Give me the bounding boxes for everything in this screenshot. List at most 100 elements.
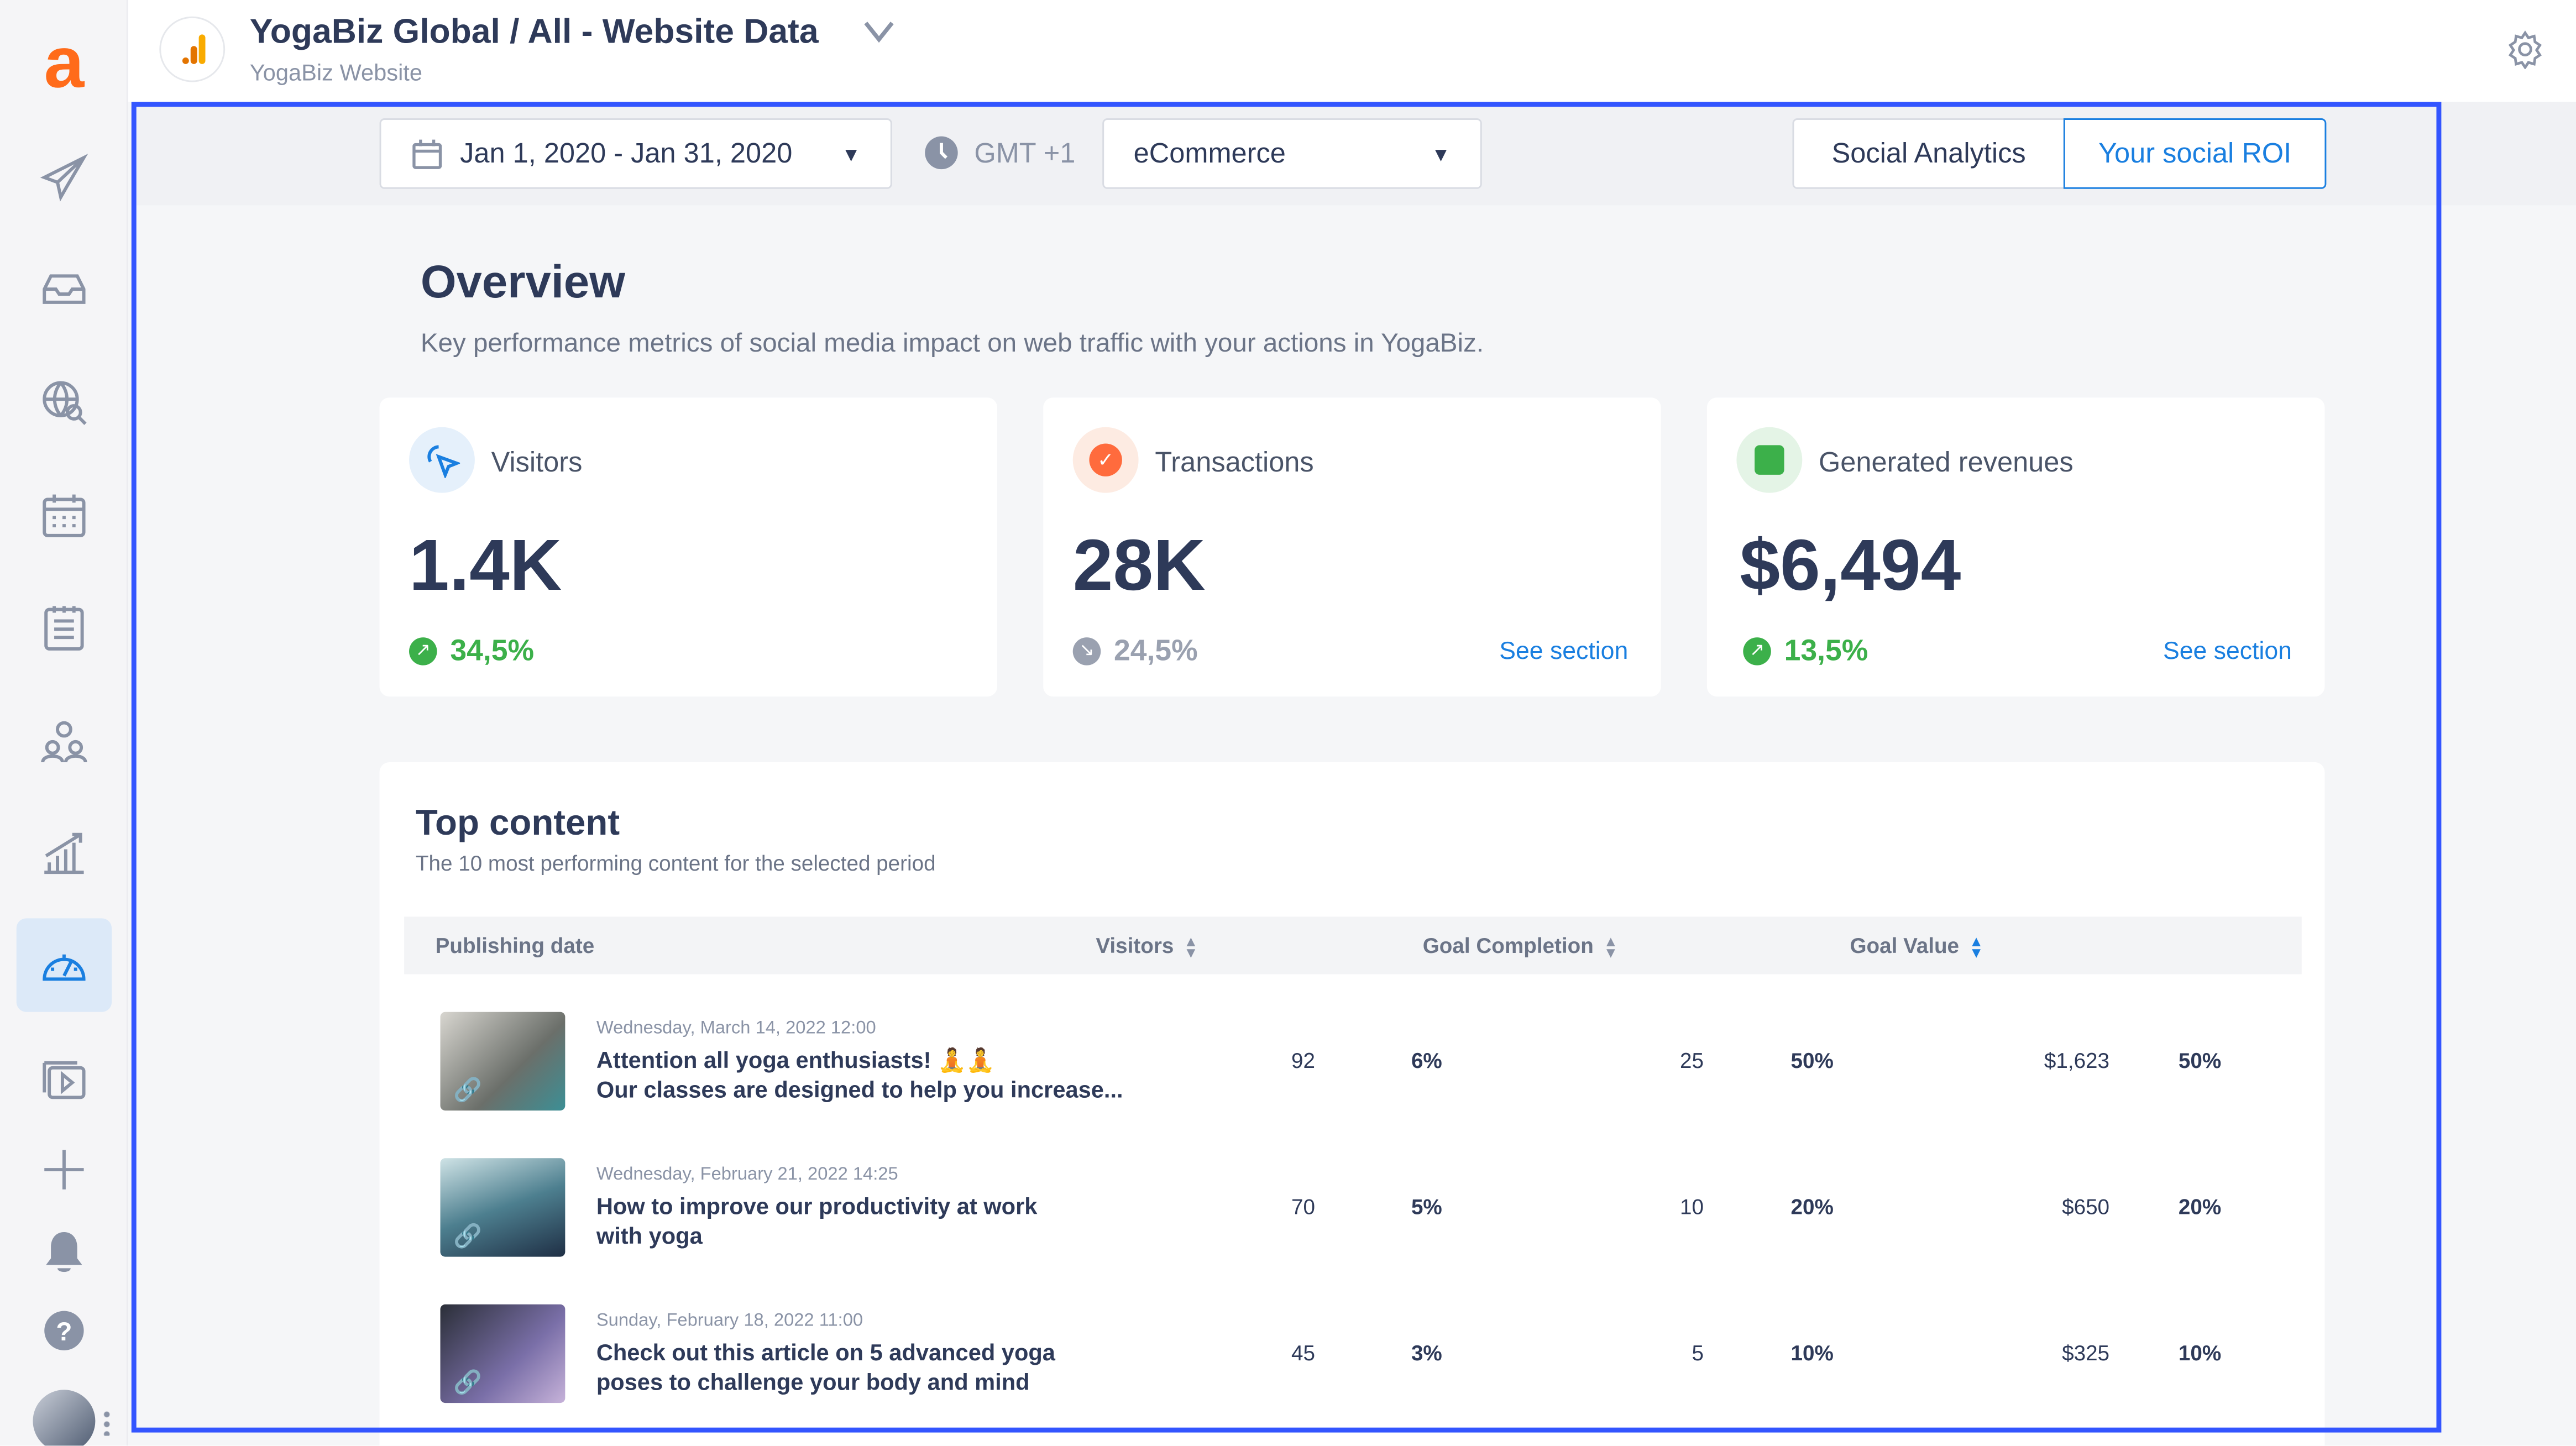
overview-title: Overview	[420, 256, 625, 307]
row-visitors-pct: 5%	[1411, 1194, 1442, 1219]
tab-label: Social Analytics	[1831, 137, 2026, 169]
date-range-picker[interactable]: Jan 1, 2020 - Jan 31, 2020 ▼	[379, 118, 892, 189]
top-header: YogaBiz Global / All - Website Data Yoga…	[128, 0, 2576, 102]
row-value-pct: 10%	[2178, 1340, 2222, 1365]
content-thumbnail[interactable]: 🔗	[440, 1012, 566, 1111]
sort-icon[interactable]: ▲ ▼	[1603, 932, 1619, 961]
trend-down-icon: ↘	[1072, 637, 1101, 666]
row-goal-pct: 10%	[1790, 1340, 1834, 1365]
see-section-link[interactable]: See section	[1499, 637, 1629, 666]
app-logo[interactable]: a	[44, 23, 85, 104]
row-goal: 10	[1679, 1194, 1704, 1219]
row-visitors: 70	[1291, 1194, 1315, 1219]
content-thumbnail[interactable]: 🔗	[440, 1158, 566, 1257]
row-title-line2[interactable]: with yoga	[596, 1222, 703, 1249]
sort-icon[interactable]: ▲ ▼	[1184, 932, 1198, 961]
card-value: $6,494	[1740, 526, 1961, 606]
wallet-icon	[1736, 427, 1803, 493]
plus-icon[interactable]	[31, 1137, 97, 1203]
sidebar-item-roi-active[interactable]	[16, 918, 112, 1012]
google-analytics-logo	[159, 16, 226, 82]
visitors-card: Visitors 1.4K ↗ 34,5%	[379, 397, 998, 697]
calendar-icon[interactable]	[31, 483, 97, 549]
card-label: Transactions	[1155, 447, 1314, 478]
revenues-card: Generated revenues $6,494 ↗ 13,5% See se…	[1706, 397, 2325, 697]
column-label: Visitors	[1096, 933, 1174, 958]
row-title-line2[interactable]: Our classes are designed to help you inc…	[596, 1076, 1123, 1103]
column-publishing-date: Publishing date	[435, 933, 595, 958]
card-change: 24,5%	[1114, 634, 1198, 667]
row-goal: 5	[1692, 1340, 1704, 1365]
notes-icon[interactable]	[31, 595, 97, 661]
row-visitors-pct: 3%	[1411, 1340, 1442, 1365]
more-icon[interactable]	[103, 1409, 111, 1436]
cursor-click-icon	[409, 427, 475, 493]
check-circle-icon: ✓	[1072, 427, 1139, 493]
inbox-icon[interactable]	[31, 256, 97, 322]
bell-icon[interactable]	[31, 1219, 97, 1285]
timezone-label: GMT +1	[974, 138, 1076, 170]
row-value: $650	[2062, 1194, 2110, 1219]
content-thumbnail[interactable]: 🔗	[440, 1304, 566, 1403]
globe-search-icon[interactable]	[31, 370, 97, 436]
dropdown-arrow-icon: ▼	[1431, 142, 1451, 165]
dropdown-arrow-icon: ▼	[841, 142, 861, 165]
date-range-value: Jan 1, 2020 - Jan 31, 2020	[460, 137, 793, 169]
trend-up-icon: ↗	[409, 637, 437, 666]
row-date: Wednesday, February 21, 2022 14:25	[596, 1165, 898, 1185]
row-goal-pct: 50%	[1790, 1048, 1834, 1073]
column-goal-value[interactable]: Goal Value ▲ ▼	[1850, 932, 1984, 961]
clock-icon	[925, 136, 958, 170]
card-label: Visitors	[491, 447, 583, 478]
row-value: $325	[2062, 1340, 2110, 1365]
sort-icon[interactable]: ▲ ▼	[1968, 932, 1984, 961]
column-goal-completion[interactable]: Goal Completion ▲ ▼	[1422, 932, 1619, 961]
row-title-line1[interactable]: Attention all yoga enthusiasts! 🧘🧘	[596, 1046, 995, 1073]
page-subtitle: YogaBiz Website	[249, 59, 423, 86]
view-select[interactable]: eCommerce ▼	[1102, 118, 1482, 189]
team-icon[interactable]	[31, 708, 97, 774]
row-date: Sunday, February 18, 2022 11:00	[596, 1311, 863, 1331]
link-icon: 🔗	[453, 1076, 483, 1103]
column-label: Goal Completion	[1422, 933, 1594, 958]
chevron-down-icon[interactable]	[861, 13, 897, 49]
page-title[interactable]: YogaBiz Global / All - Website Data	[249, 13, 819, 51]
row-title-line2[interactable]: poses to challenge your body and mind	[596, 1368, 1030, 1395]
link-icon: 🔗	[453, 1368, 483, 1395]
gear-icon[interactable]	[2505, 29, 2544, 70]
row-goal: 25	[1679, 1048, 1704, 1073]
avatar[interactable]	[33, 1390, 96, 1446]
calendar-icon	[412, 139, 442, 169]
send-icon[interactable]	[31, 145, 97, 211]
top-content-subtitle: The 10 most performing content for the s…	[415, 851, 936, 876]
link-icon: 🔗	[453, 1222, 483, 1249]
top-content-card	[379, 762, 2325, 1446]
card-change: 34,5%	[450, 634, 535, 667]
row-title-line1[interactable]: How to improve our productivity at work	[596, 1192, 1038, 1219]
sidebar: a ?	[0, 0, 128, 1446]
row-value-pct: 50%	[2178, 1048, 2222, 1073]
row-value: $1,623	[2044, 1048, 2110, 1073]
row-goal-pct: 20%	[1790, 1194, 1834, 1219]
card-change: 13,5%	[1784, 634, 1868, 667]
top-content-title: Top content	[415, 801, 620, 843]
analytics-icon[interactable]	[31, 820, 97, 886]
column-visitors[interactable]: Visitors ▲ ▼	[1096, 932, 1198, 961]
column-label: Goal Value	[1850, 933, 1960, 958]
card-value: 1.4K	[409, 526, 562, 606]
media-library-icon[interactable]	[31, 1046, 97, 1112]
tab-label: Your social ROI	[2098, 137, 2292, 169]
card-value: 28K	[1072, 526, 1206, 606]
view-select-value: eCommerce	[1133, 137, 1286, 169]
tab-your-social-roi[interactable]: Your social ROI	[2063, 118, 2327, 189]
transactions-card: ✓ Transactions 28K ↘ 24,5% See section	[1043, 397, 1661, 697]
tab-social-analytics[interactable]: Social Analytics	[1792, 118, 2065, 189]
help-icon[interactable]: ?	[31, 1298, 97, 1364]
card-label: Generated revenues	[1819, 447, 2074, 478]
see-section-link[interactable]: See section	[2163, 637, 2292, 666]
trend-up-icon: ↗	[1743, 637, 1771, 666]
dashboard-gauge-icon[interactable]	[31, 933, 97, 999]
row-title-line1[interactable]: Check out this article on 5 advanced yog…	[596, 1339, 1055, 1365]
row-visitors: 92	[1291, 1048, 1315, 1073]
row-visitors: 45	[1291, 1340, 1315, 1365]
